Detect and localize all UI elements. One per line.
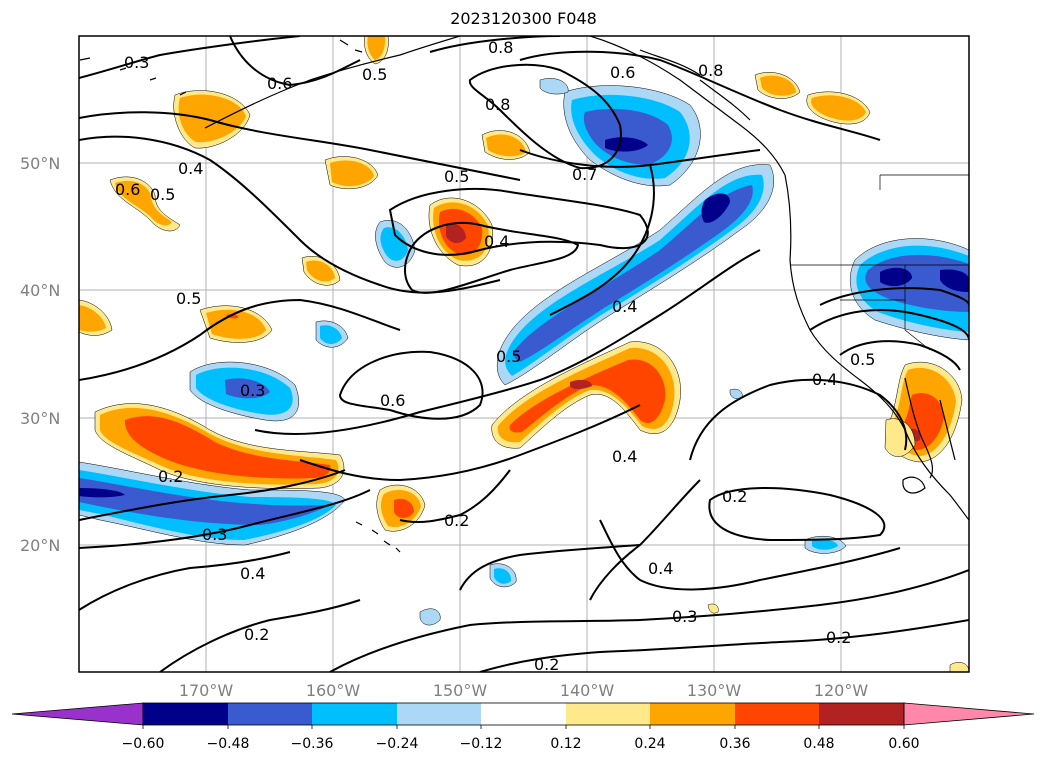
colorbar-segment [312, 703, 397, 725]
colorbar-tick-label: −0.48 [207, 736, 250, 752]
contour-label: 0.6 [610, 63, 635, 82]
contour-label: 0.6 [380, 391, 405, 410]
contour-label: 0.4 [612, 447, 637, 466]
contour-label: 0.2 [722, 487, 747, 506]
contour-label: 0.4 [812, 370, 837, 389]
colorbar-tick-label: 0.24 [634, 736, 665, 752]
lon-label: 140°W [560, 681, 615, 700]
contour-0-3-north [79, 36, 301, 79]
contour-lines [79, 36, 969, 672]
map-frame [78, 35, 970, 673]
baja-peninsula [904, 377, 934, 479]
contour-label: 0.6 [267, 74, 292, 93]
lon-label: 150°W [433, 681, 488, 700]
contour-0-6-low [338, 350, 484, 420]
contour-0-2-east [708, 487, 886, 542]
contour-label: 0.3 [124, 53, 149, 72]
state-borders [790, 174, 969, 351]
colorbar-tick-label: −0.12 [460, 736, 503, 752]
contour-labels: 0.3 0.6 0.5 0.8 0.6 0.8 0.8 0.7 0.5 0.4 … [115, 38, 875, 674]
lon-label: 160°W [306, 681, 361, 700]
contour-0-5-ring [388, 188, 649, 256]
longitude-labels: 170°W 160°W 150°W 140°W 130°W 120°W [179, 681, 869, 700]
contour-label: 0.4 [648, 559, 673, 578]
colorbar-segment [735, 703, 819, 725]
contour-label: 0.2 [444, 511, 469, 530]
contour-label: 0.3 [202, 525, 227, 544]
contour-label: 0.5 [176, 289, 201, 308]
colorbar-extend-low [11, 702, 144, 726]
contour-label: 0.5 [150, 185, 175, 204]
lon-label: 130°W [687, 681, 742, 700]
contour-label: 0.8 [488, 38, 513, 57]
contour-label: 0.2 [244, 625, 269, 644]
colorbar: −0.60 −0.48 −0.36 −0.24 −0.12 0.12 0.24 … [11, 702, 1035, 752]
contour-label: 0.5 [850, 350, 875, 369]
contour-0-8-loop [468, 63, 622, 170]
colorbar-extend-high [903, 702, 1035, 726]
hawaii-islands [355, 521, 401, 553]
colorbar-tick-label: −0.36 [291, 736, 334, 752]
contour-label: 0.2 [158, 467, 183, 486]
contour-label: 0.4 [612, 297, 637, 316]
colorbar-segment [143, 703, 228, 725]
colorbar-segment [819, 703, 904, 725]
bering-islands [79, 39, 363, 96]
contour-label: 0.2 [534, 655, 559, 674]
lon-label: 170°W [179, 681, 234, 700]
colorbar-segment [228, 703, 312, 725]
contour-label: 0.3 [672, 607, 697, 626]
contour-label: 0.4 [484, 232, 509, 251]
lon-label: 120°W [814, 681, 869, 700]
contour-label: 0.4 [240, 564, 265, 583]
contour-0-7 [519, 149, 761, 168]
contour-label: 0.8 [485, 95, 510, 114]
contour-0-4-loop [404, 221, 580, 294]
colorbar-segment [481, 703, 566, 725]
colorbar-tick-label: 0.48 [803, 736, 834, 752]
lat-label: 30°N [20, 409, 60, 428]
north-america-west-coast [784, 174, 969, 521]
contour-label: 0.3 [240, 381, 265, 400]
colorbar-segment [397, 703, 481, 725]
colorbar-segment [566, 703, 650, 725]
contour-0-6-north [229, 36, 361, 87]
colorbar-tick-label: −0.60 [122, 736, 165, 752]
contour-label: 0.5 [362, 65, 387, 84]
colorbar-segment [650, 703, 735, 725]
contour-label: 0.4 [178, 159, 203, 178]
contour-label: 0.5 [496, 347, 521, 366]
colorbar-tick-label: 0.60 [888, 736, 919, 752]
map-area: 0.3 0.6 0.5 0.8 0.6 0.8 0.8 0.7 0.5 0.4 … [79, 36, 969, 674]
colorbar-tick-label: 0.36 [719, 736, 750, 752]
contour-0-4-south [599, 519, 901, 591]
lat-label: 20°N [20, 536, 60, 555]
contour-0-5-east [839, 340, 961, 371]
contour-label: 0.6 [115, 180, 140, 199]
colorbar-tick-label: 0.12 [550, 736, 581, 752]
map-title: 2023120300 F048 [450, 9, 597, 28]
contour-label: 0.2 [826, 628, 851, 647]
contour-label: 0.5 [444, 167, 469, 186]
coastlines [79, 36, 969, 553]
colorbar-tick-label: −0.24 [376, 736, 419, 752]
lat-label: 40°N [20, 281, 60, 300]
lat-label: 50°N [20, 154, 60, 173]
shading-layer [79, 36, 969, 672]
contour-0-2-south [399, 469, 511, 524]
latitude-labels: 50°N 40°N 30°N 20°N [20, 154, 60, 555]
contour-label: 0.7 [572, 165, 597, 184]
contour-label: 0.8 [698, 61, 723, 80]
